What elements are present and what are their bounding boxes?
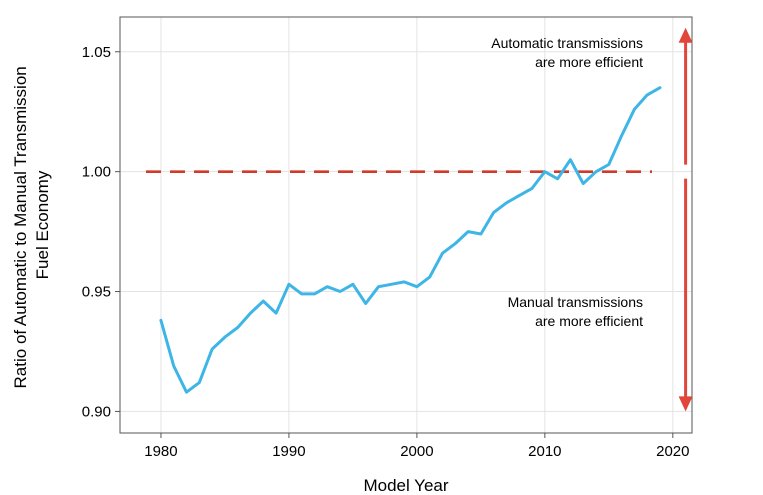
y-axis-title-line-1: Ratio of Automatic to Manual Transmissio…: [11, 66, 30, 388]
x-axis-title: Model Year: [363, 476, 448, 495]
y-axis-title: Ratio of Automatic to Manual Transmissio…: [11, 62, 52, 389]
gridlines: [120, 17, 692, 433]
y-tick-label: 0.95: [82, 284, 111, 301]
x-tick-label: 2020: [656, 443, 689, 460]
y-tick-label: 1.00: [82, 164, 111, 181]
arrow-head-up: [678, 27, 693, 43]
x-tick-label: 2010: [528, 443, 561, 460]
series-line: [159, 86, 662, 394]
annotation-line: are more efficient: [535, 313, 643, 329]
annotation-line: Automatic transmissions: [491, 35, 643, 51]
annotation-line: are more efficient: [535, 54, 643, 70]
arrow-head-down: [678, 396, 693, 412]
x-axis: 1980 1990 2000 2010 2020: [144, 433, 689, 460]
plot-area: [120, 17, 692, 433]
x-tick-label: 2000: [400, 443, 433, 460]
y-axis-title-line-2: Fuel Economy: [33, 170, 52, 279]
y-tick-label: 1.05: [82, 44, 111, 61]
x-tick-label: 1990: [272, 443, 305, 460]
y-axis: 0.90 0.95 1.00 1.05: [82, 44, 120, 420]
indicator-arrow: [678, 27, 693, 412]
annotation-line: Manual transmissions: [508, 294, 643, 310]
plot-frame: [119, 16, 693, 434]
series-group: [159, 86, 662, 394]
y-tick-label: 0.90: [82, 403, 111, 420]
annotations: Automatic transmissions are more efficien…: [491, 35, 643, 329]
x-tick-label: 1980: [144, 443, 177, 460]
